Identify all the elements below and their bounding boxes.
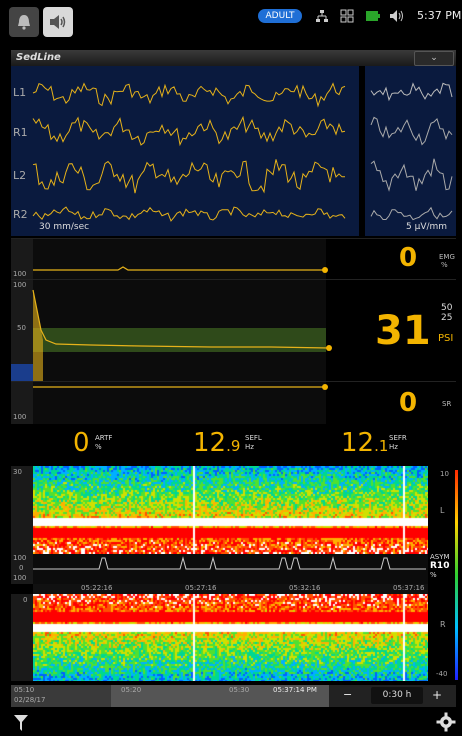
density-spectral-array-right [33, 594, 428, 681]
asym-axis: 100 0 100 [11, 554, 33, 584]
emg-axis-bottom: 100 [13, 270, 27, 278]
artf-unit: % [95, 443, 102, 451]
sedline-logo: SedLine [16, 52, 61, 63]
clock: 5:37 PM [417, 9, 462, 22]
emg-label: EMG [439, 253, 455, 261]
network-icon [316, 10, 328, 22]
psi-trend-panel: 100 50 31 50 25 PSI [11, 279, 456, 381]
asym-axis-bottom: 100 [13, 574, 27, 582]
bell-icon [18, 15, 30, 30]
psi-axis-top: 100 [13, 281, 27, 289]
time-window-select[interactable]: 0:30 h [371, 687, 423, 704]
module-menu-dropdown[interactable]: ⌄ [414, 51, 454, 66]
sr-value: 0 [399, 388, 418, 418]
sefr-label: SEFR [389, 434, 407, 442]
asym-axis-mid: 0 [19, 564, 24, 572]
sefr-parameter: 12.1 SEFR Hz [341, 428, 407, 458]
asym-label: ASYM [430, 553, 450, 561]
spec-right-axis-top: 0 [23, 596, 28, 604]
timeline-start: 05:10 [14, 686, 35, 694]
sefr-value: 12 [341, 428, 375, 458]
trend-timeline[interactable]: 05:10 02/28/17 05:20 05:30 05:37:14 PM −… [11, 685, 456, 707]
volume-icon[interactable] [389, 9, 405, 23]
bottom-bar [0, 708, 462, 736]
psi-lower-limit: 25 [441, 313, 453, 323]
psi-upper-limit: 50 [441, 303, 453, 313]
time-tick-3: 05:32:16 [289, 584, 321, 592]
time-tick-1: 05:22:16 [81, 584, 113, 592]
timeline-cursor: 05:37:14 PM [273, 686, 317, 694]
psi-label: PSI [438, 333, 454, 344]
artf-value: 0 [73, 428, 90, 458]
time-tick-4: 05:37:16 [393, 584, 425, 592]
audio-button[interactable] [43, 7, 73, 37]
zoom-in-button[interactable]: + [432, 688, 443, 702]
channel-label-r2: R2 [13, 208, 28, 221]
psi-value: 31 [375, 308, 431, 354]
alarm-bell-button[interactable] [9, 7, 39, 37]
spec-color-top: 10 [440, 470, 449, 478]
emg-unit: % [441, 261, 448, 269]
eeg-waveform-panel: L1 R1 L2 R2 30 mm/sec 5 µV/mm [11, 66, 456, 236]
channel-label-l1: L1 [13, 86, 27, 99]
sefl-label: SEFL [245, 434, 262, 442]
sefl-unit: Hz [245, 443, 254, 451]
spec-color-bottom: -40 [436, 670, 448, 678]
battery-icon [366, 11, 380, 21]
spectrogram-right-axis: 0 [11, 594, 33, 681]
sefl-parameter: 12.9 SEFL Hz [193, 428, 262, 458]
channel-label-l2: L2 [13, 169, 27, 182]
channel-label-r1: R1 [13, 126, 28, 139]
sefl-decimal: .9 [226, 437, 241, 455]
sr-trend-panel: 100 0 SR [11, 381, 456, 424]
psi-trend-line [32, 289, 332, 381]
timeline-mark-2: 05:30 [229, 686, 250, 694]
module-header [11, 50, 456, 66]
asym-channel: R10 [430, 561, 450, 571]
asym-unit: % [430, 571, 437, 579]
sr-label: SR [442, 400, 452, 408]
spectrogram-left-axis: 30 [11, 466, 33, 554]
emg-trend-panel: 100 0 EMG % [11, 238, 456, 279]
spec-left-axis-top: 30 [13, 468, 22, 476]
status-bar: ADULT 5:37 PM [0, 0, 462, 44]
color-scale-bar [455, 470, 458, 680]
asymmetry-trend [33, 554, 428, 584]
patient-type-badge[interactable]: ADULT [258, 9, 302, 23]
timeline-date: 02/28/17 [14, 696, 46, 704]
speaker-icon [50, 15, 66, 29]
spectrogram-time-axis: 05:22:16 05:27:16 05:32:16 05:37:16 [33, 584, 428, 594]
density-spectral-array-left [33, 466, 428, 554]
timeline-window[interactable] [111, 685, 329, 707]
emg-value: 0 [399, 243, 418, 273]
sefl-value: 12 [193, 428, 227, 458]
grid-icon[interactable] [340, 9, 354, 23]
sefr-unit: Hz [389, 443, 398, 451]
spectrogram-right-legend: R -40 [430, 594, 456, 681]
asym-axis-top: 100 [13, 554, 27, 562]
asym-legend: ASYM R10 % [430, 553, 450, 579]
psi-axis-mid: 50 [17, 324, 26, 332]
funnel-flag-icon[interactable] [13, 714, 29, 732]
timeline-mark-1: 05:20 [121, 686, 142, 694]
sefr-decimal: .1 [374, 437, 389, 455]
gear-icon[interactable] [436, 712, 456, 732]
sr-axis-bottom: 100 [13, 413, 27, 421]
artf-label: ARTF [95, 434, 113, 442]
amplitude-scale: 5 µV/mm [406, 222, 448, 232]
parameter-row: 0 ARTF % 12.9 SEFL Hz 12.1 SEFR Hz [11, 424, 456, 466]
artf-parameter: 0 ARTF % [73, 428, 112, 458]
psi-target-band [33, 328, 326, 352]
spectrogram-left-legend: 10 L [430, 466, 456, 554]
zoom-out-button[interactable]: − [343, 688, 353, 701]
eeg-waveforms [32, 66, 453, 236]
emg-trend-line [33, 266, 328, 273]
time-tick-2: 05:27:16 [185, 584, 217, 592]
spec-right-side-label: R [440, 620, 446, 629]
spec-left-side-label: L [440, 506, 445, 515]
sweep-speed: 30 mm/sec [39, 222, 90, 232]
sr-trend-line [33, 384, 328, 390]
